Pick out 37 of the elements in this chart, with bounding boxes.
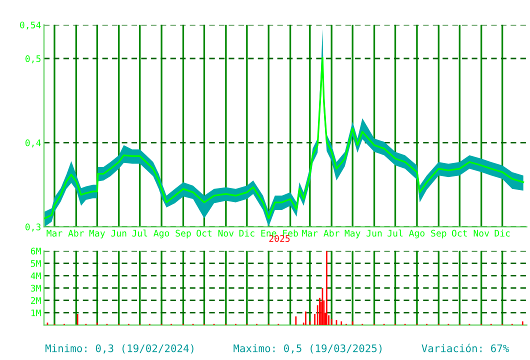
text: Maximo: 0,5 (19/03/2025) [234, 344, 382, 354]
line-series [44, 56, 524, 220]
y-tick-label: 5M [30, 260, 41, 267]
y-tick-label: 0,54 [20, 22, 41, 30]
annotation: 2025 [269, 235, 290, 242]
x-tick-label: Jul [388, 230, 403, 237]
x-tick-label: Feb [283, 230, 298, 237]
y-tick-label: 0,4 [25, 139, 41, 148]
text: Variación: 67% [422, 344, 509, 352]
y-tick-label: 1M [31, 310, 41, 316]
x-tick-label: Dic [239, 230, 254, 237]
x-tick-label: May [344, 230, 360, 238]
x-tick-label: Dic [494, 230, 510, 237]
x-tick-label: May [89, 230, 105, 238]
y-tick-label: 0,3 [25, 224, 41, 232]
x-tick-label: Oct [452, 230, 467, 237]
x-tick-label: Sep [176, 230, 191, 238]
x-tick-label: Sep [431, 230, 446, 238]
x-tick-label: Jun [366, 230, 382, 237]
y-tick-label: 6M [30, 248, 41, 254]
x-tick-label: Mar [302, 230, 318, 237]
x-tick-label: Jul [132, 230, 148, 237]
x-tick-label: Nov [218, 230, 234, 237]
y-tick-label: 4M [30, 272, 41, 280]
text: Minimo: 0,3 (19/02/2024) [45, 344, 194, 354]
x-tick-label: Ene [261, 230, 276, 237]
x-tick-label: Ago [408, 230, 425, 238]
x-tick-label: Abr [324, 230, 340, 237]
y-tick-label: 3M [30, 284, 41, 292]
x-tick-label: Nov [474, 230, 490, 237]
x-tick-label: Oct [196, 230, 212, 237]
x-tick-label: Abr [68, 230, 84, 237]
y-tick-label: 2M [31, 297, 41, 304]
x-tick-label: Mar [46, 230, 62, 237]
x-tick-label: Jun [111, 230, 126, 237]
x-tick-label: Ago [154, 230, 170, 238]
y-tick-label: 0,5 [25, 55, 40, 64]
